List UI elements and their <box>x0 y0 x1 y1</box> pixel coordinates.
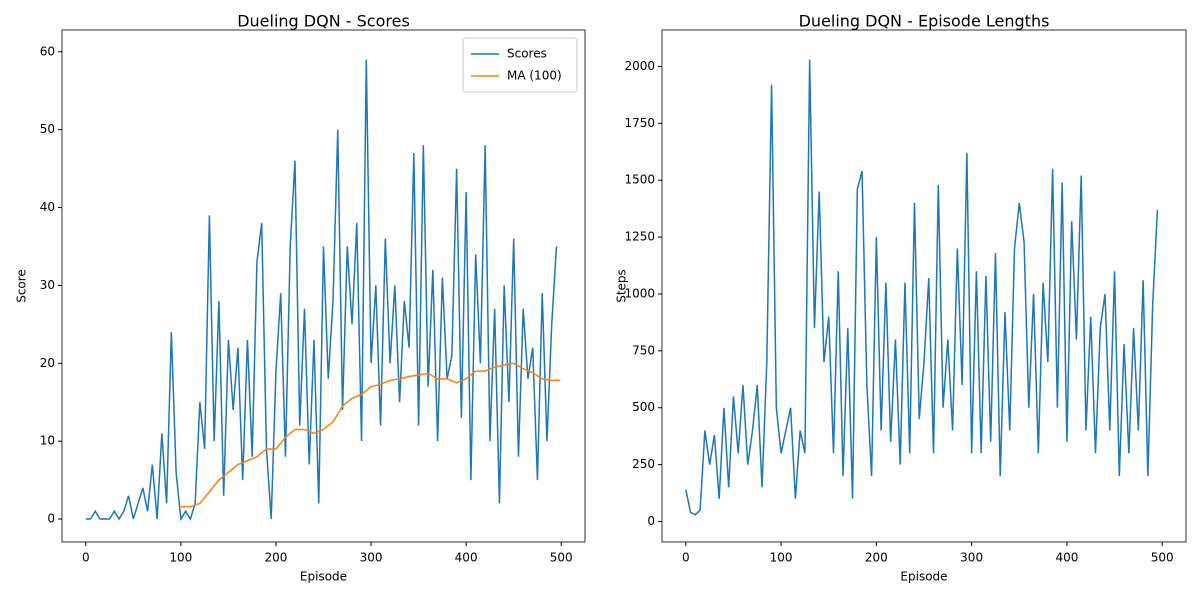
axes-frame <box>61 29 586 543</box>
y-tick-label: 0 <box>47 512 55 526</box>
y-tick-label: 20 <box>40 356 55 370</box>
y-axis-label: Score <box>15 269 29 303</box>
x-tick-label: 300 <box>360 551 383 565</box>
y-tick-label: 40 <box>40 200 55 214</box>
legend-label: Scores <box>507 47 547 61</box>
x-tick-label: 500 <box>1151 551 1174 565</box>
chart-title: Dueling DQN - Scores <box>237 12 410 31</box>
y-tick-label: 1250 <box>624 230 655 244</box>
x-tick-label: 100 <box>169 551 192 565</box>
x-tick-label: 200 <box>265 551 288 565</box>
legend-box <box>462 37 578 93</box>
data-line <box>685 59 1159 516</box>
x-tick-label: 200 <box>865 551 888 565</box>
x-tick-label: 300 <box>960 551 983 565</box>
x-tick-label: 400 <box>1055 551 1078 565</box>
legend-label: MA (100) <box>507 69 562 83</box>
x-tick-label: 0 <box>682 551 690 565</box>
y-tick-label: 1500 <box>624 173 655 187</box>
x-tick-label: 500 <box>550 551 573 565</box>
y-tick-label: 500 <box>632 400 655 414</box>
data-line <box>180 362 561 508</box>
y-tick-label: 30 <box>40 278 55 292</box>
y-tick-label: 250 <box>632 457 655 471</box>
y-tick-label: 50 <box>40 122 55 136</box>
y-tick-label: 750 <box>632 343 655 357</box>
x-tick-label: 400 <box>455 551 478 565</box>
x-axis-label: Episode <box>300 570 347 584</box>
y-tick-label: 60 <box>40 44 55 58</box>
x-tick-label: 100 <box>770 551 793 565</box>
y-tick-label: 0 <box>647 514 655 528</box>
y-tick-label: 1000 <box>624 286 655 300</box>
y-tick-label: 1750 <box>624 116 655 130</box>
axes-frame <box>661 29 1187 543</box>
y-axis-label: Steps <box>615 269 629 303</box>
y-tick-label: 2000 <box>624 59 655 73</box>
x-axis-label: Episode <box>900 570 947 584</box>
chart-title: Dueling DQN - Episode Lengths <box>799 12 1050 31</box>
data-line <box>85 59 558 522</box>
x-tick-label: 0 <box>82 551 90 565</box>
y-tick-label: 10 <box>40 434 55 448</box>
